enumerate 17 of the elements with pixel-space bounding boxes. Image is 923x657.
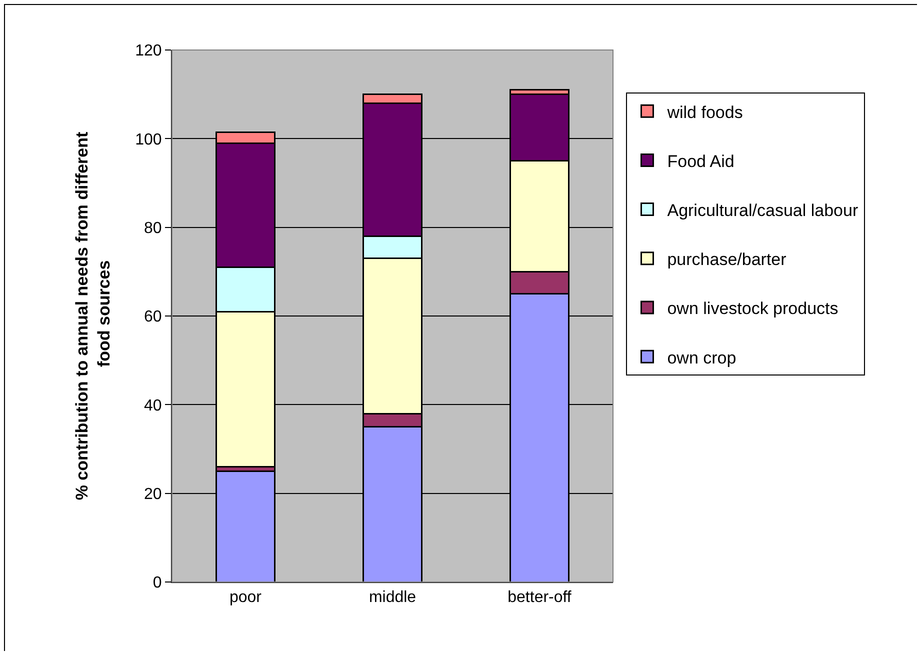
legend-label: own crop [667,348,736,368]
y-tick-label: 100 [135,131,162,148]
y-tick-label: 0 [152,574,162,592]
legend-label: own livestock products [667,299,838,318]
y-tick-label: 80 [144,220,162,237]
y-tick-label: 120 [135,42,162,60]
x-tick-label: better-off [508,589,572,606]
y-tick-label: 40 [144,397,162,414]
x-tick-label: middle [368,589,416,606]
legend-label: Agricultural/casual labour [667,200,858,220]
legend-label: wild foods [666,102,743,122]
y-axis-title: % contribution to annual needs from different food sources [72,131,114,500]
y-tick-label: 20 [144,486,162,503]
legend-label: purchase/barter [667,250,787,270]
y-tick-label: 60 [144,308,162,326]
x-tick-label: poor [229,589,262,606]
legend-label: Food Aid [667,152,734,171]
